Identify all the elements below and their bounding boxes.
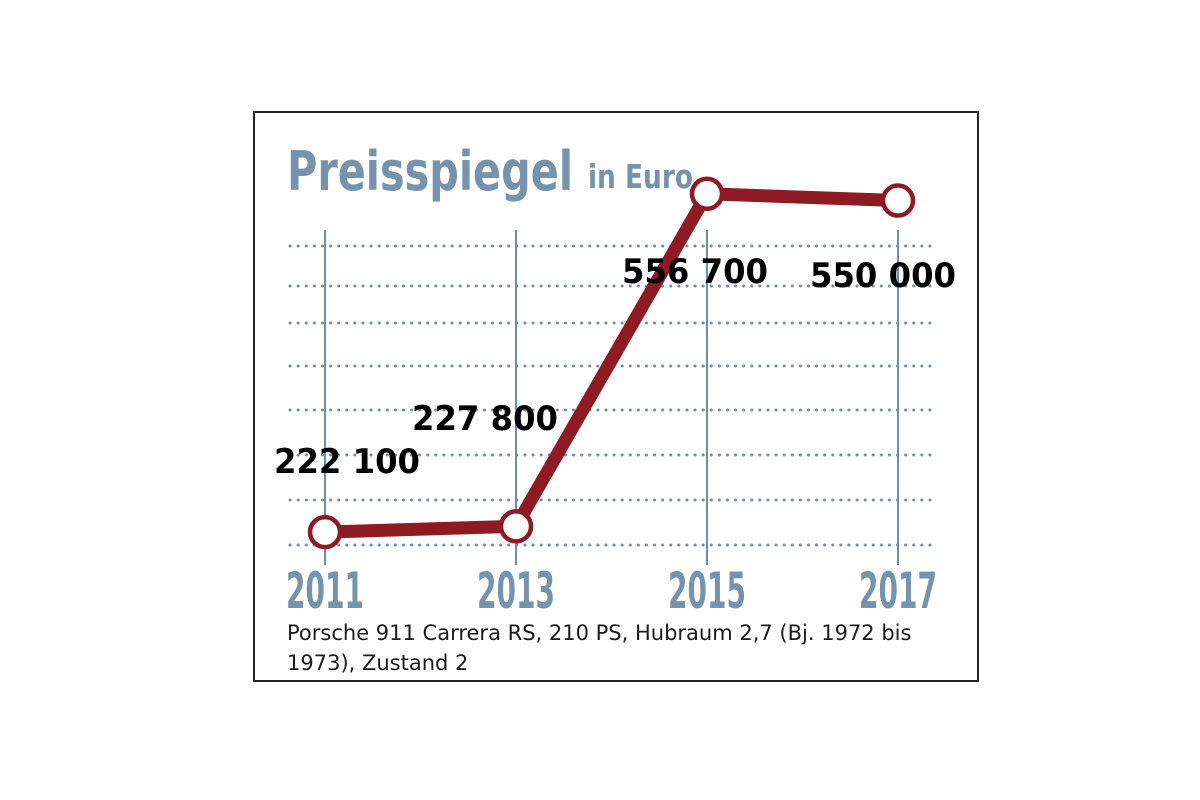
x-tick-label: 2013 bbox=[477, 562, 555, 620]
series-line bbox=[318, 187, 905, 539]
data-point-marker bbox=[689, 176, 725, 212]
x-axis: 2011 2013 2015 2017 bbox=[286, 562, 937, 620]
data-label: 556 700 bbox=[622, 252, 768, 292]
data-point-marker bbox=[880, 183, 916, 218]
chart-frame bbox=[253, 111, 979, 682]
data-label: 227 800 bbox=[412, 399, 558, 439]
chart-caption: Porsche 911 Carrera RS, 210 PS, Hubraum … bbox=[287, 621, 912, 675]
x-tick-label: 2017 bbox=[859, 562, 937, 620]
data-label: 550 000 bbox=[810, 256, 956, 296]
price-series bbox=[307, 176, 916, 550]
data-point-marker bbox=[307, 514, 343, 550]
data-point-marker bbox=[498, 509, 534, 544]
data-label: 222 100 bbox=[274, 442, 420, 482]
grid bbox=[288, 230, 934, 565]
x-tick-label: 2011 bbox=[286, 562, 364, 620]
chart-title: Preisspiegel bbox=[287, 140, 573, 203]
x-tick-label: 2015 bbox=[668, 562, 746, 620]
chart-subtitle: in Euro bbox=[588, 157, 693, 196]
